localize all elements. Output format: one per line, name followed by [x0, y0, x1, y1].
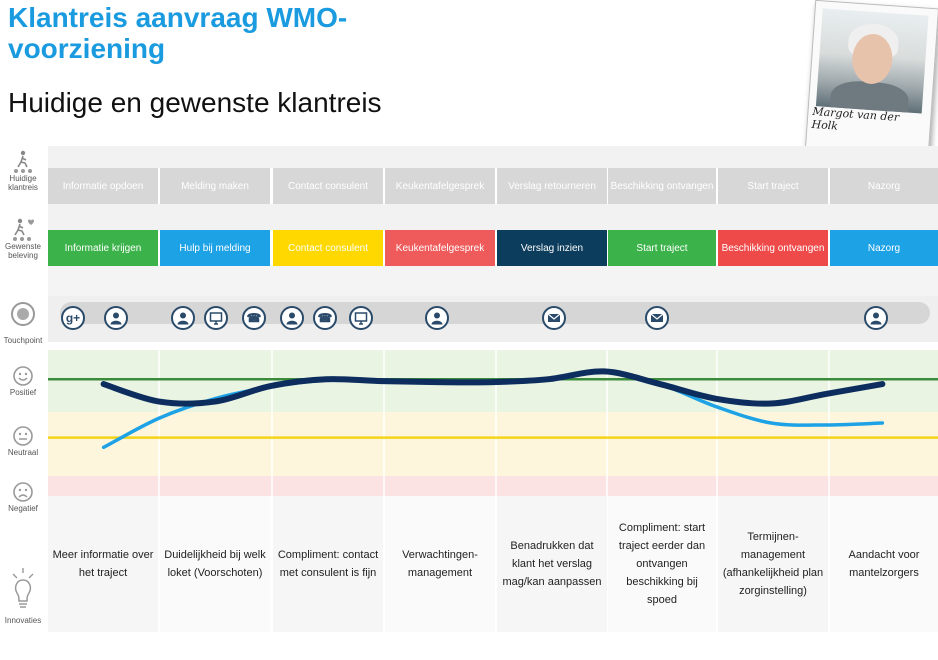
row-label-huidige: Huidige klantreis: [0, 150, 46, 192]
person-icon: [864, 306, 888, 330]
innovation-item: Verwachtingen-management: [385, 496, 495, 632]
desired-step: Verslag inzien: [497, 230, 607, 266]
top-gap-band: [48, 146, 938, 168]
phone-icon: ☎: [313, 306, 337, 330]
current-step: Verslag retourneren: [497, 168, 607, 204]
current-step: Nazorg: [830, 168, 938, 204]
innovation-item: Benadrukken dat klant het verslag mag/ka…: [497, 496, 607, 632]
emotion-chart: [48, 350, 938, 496]
innovation-item: Meer informatie over het traject: [48, 496, 158, 632]
page-subtitle: Huidige en gewenste klantreis: [8, 87, 382, 118]
innovation-item: Compliment: start traject eerder dan ont…: [608, 496, 716, 632]
desired-step: Hulp bij melding: [160, 230, 270, 266]
persona-photo: Margot van der Holk: [804, 0, 938, 157]
desired-step: Keukentafelgesprek: [385, 230, 495, 266]
monitor-icon: [204, 306, 228, 330]
innovation-item: Duidelijkheid bij welk loket (Voorschote…: [160, 496, 270, 632]
persona-image: [815, 8, 929, 114]
current-step: Informatie opdoen: [48, 168, 158, 204]
row-label-neutraal: Neutraal: [0, 424, 46, 457]
current-step: Melding maken: [160, 168, 270, 204]
envelope-icon: [645, 306, 669, 330]
smiley-neutral-icon: [13, 426, 33, 446]
smiley-sad-icon: [13, 482, 33, 502]
innovation-item: Termijnen-management (afhankelijkheid pl…: [718, 496, 828, 632]
row-label-touchpoint: Touchpoint: [0, 296, 46, 345]
middle-gap-band: [48, 204, 938, 230]
lightbulb-icon: [12, 568, 34, 608]
walking-heart-icon: [13, 218, 34, 241]
row-label-positief: Positief: [0, 364, 46, 397]
monitor-icon: [349, 306, 373, 330]
desired-step: Beschikking ontvangen: [718, 230, 828, 266]
neutral-zone: [48, 412, 938, 476]
desired-step: Informatie krijgen: [48, 230, 158, 266]
touchpoint-top-band: [48, 266, 938, 296]
current-step: Keukentafelgesprek: [385, 168, 495, 204]
touchpoint-icon: [11, 302, 35, 326]
row-label-negatief: Negatief: [0, 480, 46, 513]
touchpoint-track: [60, 302, 930, 324]
person-icon: [104, 306, 128, 330]
smiley-happy-icon: [13, 366, 33, 386]
page-title: Klantreis aanvraag WMO-voorziening: [8, 2, 348, 64]
current-step: Start traject: [718, 168, 828, 204]
innovation-item: Aandacht voor mantelzorgers: [830, 496, 938, 632]
person-icon: [280, 306, 304, 330]
desired-step: Nazorg: [830, 230, 938, 266]
google-plus-icon: g+: [61, 306, 85, 330]
row-label-gewenste: Gewenste beleving: [0, 218, 46, 260]
phone-icon: ☎: [242, 306, 266, 330]
person-icon: [425, 306, 449, 330]
desired-step: Start traject: [608, 230, 716, 266]
row-label-innovaties: Innovaties: [0, 566, 46, 625]
person-icon: [171, 306, 195, 330]
negative-zone: [48, 476, 938, 496]
current-step: Contact consulent: [273, 168, 383, 204]
walking-person-icon: [14, 150, 32, 173]
current-step: Beschikking ontvangen: [608, 168, 716, 204]
desired-experience-line: [100, 368, 886, 407]
desired-step: Contact consulent: [273, 230, 383, 266]
innovation-item: Compliment: contact met consulent is fij…: [273, 496, 383, 632]
envelope-icon: [542, 306, 566, 330]
